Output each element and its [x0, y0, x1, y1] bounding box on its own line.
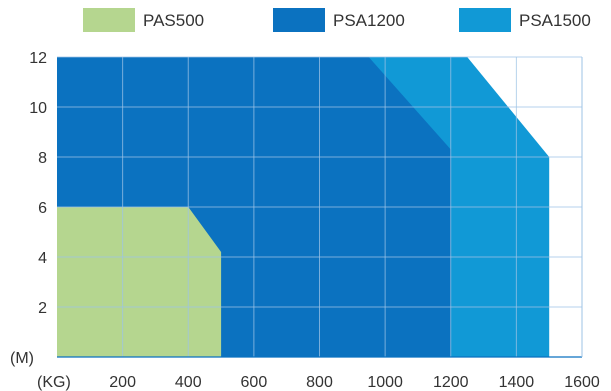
legend-item-pas500: PAS500 — [83, 8, 204, 32]
legend-label: PAS500 — [143, 11, 204, 30]
y-axis-ticks: 2 4 6 8 10 12 — [29, 50, 47, 317]
area-pas500 — [57, 207, 222, 357]
y-tick-label: 10 — [29, 100, 47, 117]
axis-frame — [57, 57, 583, 358]
x-tick-label: 1600 — [564, 374, 600, 391]
y-tick-label: 8 — [38, 150, 47, 167]
legend-item-psa1200: PSA1200 — [273, 8, 405, 32]
x-tick-label: 1200 — [433, 374, 469, 391]
x-tick-label: 600 — [241, 374, 268, 391]
legend-item-psa1500: PSA1500 — [459, 8, 591, 32]
y-axis-unit-label: (M) — [10, 350, 34, 367]
legend-swatch — [273, 8, 325, 32]
x-axis-unit-label: (KG) — [37, 374, 71, 391]
legend-label: PSA1500 — [519, 11, 591, 30]
legend-label: PSA1200 — [333, 11, 405, 30]
x-tick-label: 800 — [306, 374, 333, 391]
chart-legend: PAS500 PSA1200 PSA1500 — [83, 8, 591, 32]
y-tick-label: 12 — [29, 50, 47, 67]
y-tick-label: 2 — [38, 300, 47, 317]
legend-swatch — [459, 8, 511, 32]
x-tick-label: 1400 — [499, 374, 535, 391]
legend-swatch — [83, 8, 135, 32]
y-tick-label: 6 — [38, 200, 47, 217]
y-tick-label: 4 — [38, 250, 47, 267]
x-tick-label: 200 — [109, 374, 136, 391]
x-tick-label: 400 — [175, 374, 202, 391]
x-tick-label: 1000 — [367, 374, 403, 391]
x-axis-ticks: 200 400 600 800 1000 1200 1400 1600 — [109, 374, 600, 391]
